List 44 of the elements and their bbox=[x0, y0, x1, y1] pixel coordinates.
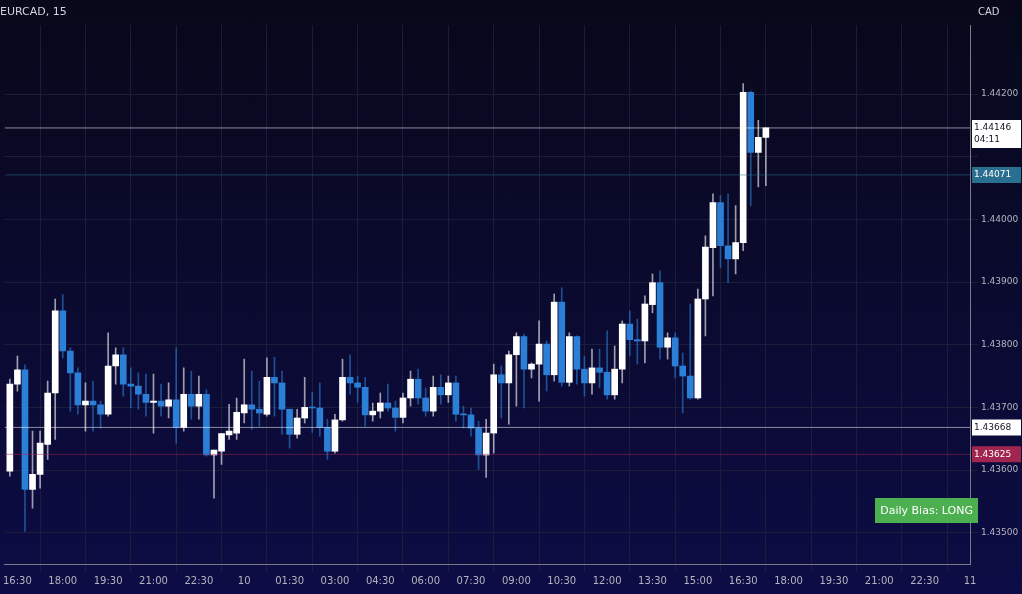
candlestick bbox=[497, 365, 505, 419]
candlestick bbox=[187, 370, 195, 420]
x-tick-label: 12:00 bbox=[592, 574, 622, 586]
x-tick-label: 13:30 bbox=[638, 574, 667, 586]
x-tick-label: 10:30 bbox=[547, 574, 577, 586]
x-tick-label: 03:00 bbox=[320, 574, 350, 586]
x-tick-label: 06:00 bbox=[411, 574, 441, 586]
x-tick-label: 22:30 bbox=[910, 574, 940, 586]
y-tick-label: 1.43900 bbox=[981, 276, 1019, 287]
x-tick-label: 16:30 bbox=[3, 574, 32, 586]
ref-line-label: 1.44146 bbox=[974, 122, 1012, 133]
candlestick bbox=[437, 374, 445, 405]
ref-line-label: 1.43625 bbox=[974, 448, 1012, 459]
y-tick-label: 1.43700 bbox=[981, 401, 1019, 412]
x-tick-label: 21:00 bbox=[139, 574, 168, 586]
x-tick-label: 21:00 bbox=[864, 574, 894, 586]
x-tick-label: 19:30 bbox=[93, 574, 123, 586]
ref-line-label: 1.44071 bbox=[974, 169, 1012, 180]
annotation: Daily Bias: LONG bbox=[875, 498, 978, 523]
candlestick bbox=[369, 402, 377, 422]
x-tick-label: 22:30 bbox=[184, 574, 214, 586]
x-tick-label: 01:30 bbox=[275, 574, 304, 586]
y-tick-label: 1.43600 bbox=[981, 464, 1019, 475]
candlestick bbox=[679, 352, 687, 414]
x-tick-label: 09:00 bbox=[501, 574, 531, 586]
y-tick-label: 1.44200 bbox=[981, 88, 1019, 99]
y-tick-label: 1.43500 bbox=[981, 527, 1019, 538]
x-tick-label: 10 bbox=[237, 574, 251, 586]
x-tick-label: 11 bbox=[963, 574, 977, 586]
ref-line-label: 1.43668 bbox=[974, 421, 1012, 432]
text: 04:11 bbox=[974, 134, 1000, 145]
x-tick-label: 04:30 bbox=[365, 574, 395, 586]
candlestick bbox=[301, 376, 309, 424]
x-tick-label: 18:00 bbox=[774, 574, 803, 586]
x-tick-label: 16:30 bbox=[728, 574, 758, 586]
x-tick-label: 19:30 bbox=[819, 574, 849, 586]
chart-title: EURCAD, 15 bbox=[0, 5, 67, 19]
x-tick-label: 07:30 bbox=[456, 574, 486, 586]
x-tick-label: 18:00 bbox=[48, 574, 78, 586]
y-tick-label: 1.44000 bbox=[981, 213, 1019, 224]
y-tick-label: 1.43800 bbox=[981, 339, 1019, 350]
candlestick bbox=[686, 303, 694, 400]
y-axis-title: CAD bbox=[978, 5, 1000, 17]
x-tick-label: 15:00 bbox=[683, 574, 713, 586]
